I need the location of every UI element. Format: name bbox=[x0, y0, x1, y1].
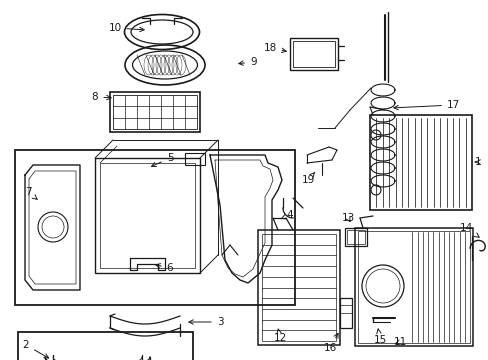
Text: 9: 9 bbox=[238, 57, 256, 67]
Bar bbox=[346, 230, 364, 244]
Text: 5: 5 bbox=[151, 153, 173, 167]
Text: 15: 15 bbox=[373, 329, 386, 345]
Bar bbox=[262, 234, 335, 341]
Text: 8: 8 bbox=[92, 92, 111, 102]
Text: 18: 18 bbox=[263, 43, 285, 53]
Bar bbox=[339, 298, 351, 328]
Text: 14: 14 bbox=[459, 223, 478, 237]
Bar bbox=[110, 92, 200, 132]
Bar bbox=[15, 150, 294, 305]
Text: 7: 7 bbox=[24, 187, 37, 199]
Bar bbox=[345, 228, 366, 246]
Text: 19: 19 bbox=[301, 172, 314, 185]
Bar bbox=[18, 332, 193, 360]
Bar bbox=[184, 153, 204, 165]
Text: 11: 11 bbox=[392, 337, 406, 347]
Bar bbox=[113, 95, 197, 129]
Bar bbox=[100, 163, 195, 268]
Bar bbox=[258, 230, 339, 345]
Bar bbox=[289, 38, 337, 70]
Text: 17: 17 bbox=[393, 100, 459, 110]
Text: 16: 16 bbox=[323, 333, 337, 353]
Text: 10: 10 bbox=[108, 23, 144, 33]
Bar bbox=[354, 228, 472, 346]
Bar bbox=[357, 231, 469, 343]
Text: 13: 13 bbox=[341, 213, 354, 223]
Text: 4: 4 bbox=[281, 210, 293, 220]
Bar bbox=[292, 41, 334, 67]
Bar bbox=[369, 115, 471, 210]
Text: 1: 1 bbox=[474, 157, 480, 167]
Text: 2: 2 bbox=[22, 340, 48, 358]
Text: 6: 6 bbox=[156, 263, 173, 273]
Bar bbox=[95, 158, 200, 273]
Text: 12: 12 bbox=[273, 329, 286, 343]
Text: 3: 3 bbox=[188, 317, 223, 327]
Bar bbox=[339, 305, 351, 313]
